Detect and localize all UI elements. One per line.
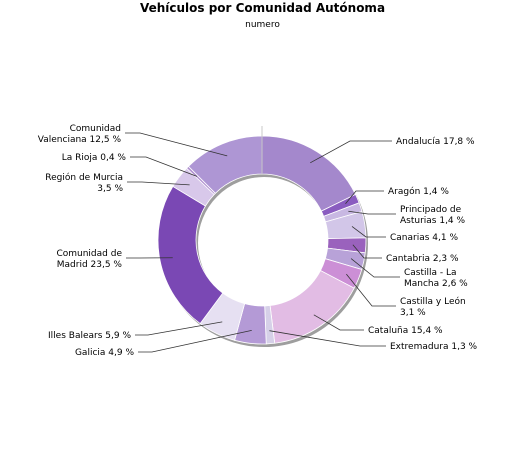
leader-line	[348, 210, 396, 215]
chart-title: Vehículos por Comunidad Autónoma	[139, 1, 386, 15]
leader-line	[127, 181, 190, 186]
slice-label: Castilla y León 3,1 %	[400, 296, 466, 318]
leader-line	[310, 140, 392, 164]
pie-slice	[261, 135, 357, 212]
leader-line	[352, 244, 382, 259]
slice-label: Comunidad Valenciana 12,5 %	[38, 124, 122, 145]
slice-label: Principado de Asturias 1,4 %	[400, 205, 466, 226]
leader-line	[313, 314, 364, 331]
leader-lines-layer	[125, 126, 400, 353]
leader-line	[350, 258, 400, 278]
leader-line	[135, 321, 223, 336]
slice-label: Galicia 4,9 %	[75, 348, 134, 358]
slice-label: La Rioja 0,4 %	[62, 153, 127, 163]
slice-label: Cataluña 15,4 %	[368, 326, 443, 336]
slice-label: Comunidad de Madrid 23,5 %	[56, 249, 122, 270]
slice-label: Canarias 4,1 %	[390, 233, 458, 243]
labels-layer: Andalucía 17,8 % Aragón 1,4 % Principado d…	[38, 124, 478, 358]
leader-line	[138, 330, 252, 353]
leader-line	[346, 273, 396, 307]
leader-line	[351, 226, 386, 238]
slice-label: Andalucía 17,8 %	[396, 137, 475, 147]
slice-label: Illes Balears 5,9 %	[48, 331, 131, 341]
slice-label: Región de Murcia 3,5 %	[45, 172, 123, 194]
slice-label: Castilla - La Mancha 2,6 %	[404, 268, 468, 289]
leader-line	[345, 190, 384, 205]
leader-line	[125, 132, 228, 157]
pie-slice	[157, 185, 224, 325]
leader-line	[269, 330, 386, 347]
slice-label: Extremadura 1,3 %	[390, 342, 478, 352]
chart-subtitle: numero	[245, 20, 280, 30]
slice-label: Cantabria 2,3 %	[386, 254, 459, 264]
slice-label: Aragón 1,4 %	[388, 186, 449, 197]
leader-line	[130, 156, 198, 177]
